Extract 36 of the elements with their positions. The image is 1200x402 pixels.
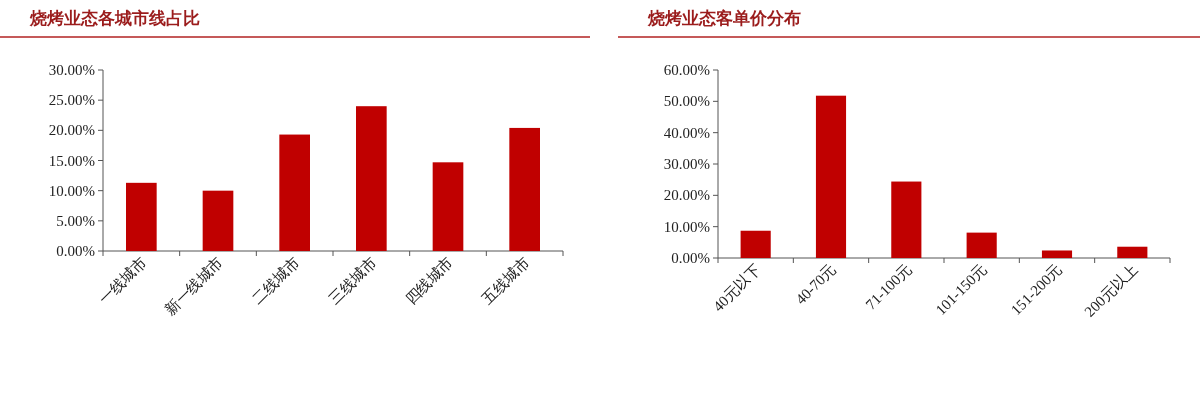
bar: [891, 181, 922, 258]
x-tick-label: 三线城市: [325, 253, 380, 308]
bar: [815, 95, 847, 258]
y-tick-label: 10.00%: [48, 182, 95, 199]
y-tick-label: 30.00%: [48, 62, 95, 78]
y-tick-label: 60.00%: [663, 62, 710, 78]
x-tick-label: 五线城市: [479, 253, 533, 308]
y-tick-label: 20.00%: [663, 187, 710, 204]
x-tick-label: 四线城市: [402, 253, 457, 308]
chart-title: 烧烤业态各城市线占比: [29, 9, 200, 28]
bar: [966, 232, 997, 258]
bar: [509, 127, 540, 251]
x-tick-label: 40元以下: [710, 260, 764, 315]
bar: [356, 106, 387, 251]
x-tick-label: 新一线城市: [161, 253, 227, 319]
chart-title: 烧烤业态客单价分布: [647, 9, 801, 28]
y-tick-label: 5.00%: [56, 212, 95, 229]
y-tick-label: 50.00%: [663, 93, 710, 110]
y-tick-label: 0.00%: [671, 250, 710, 266]
y-tick-label: 40.00%: [663, 124, 710, 141]
y-tick-label: 20.00%: [48, 122, 95, 139]
x-tick-label: 一线城市: [95, 253, 150, 308]
bar: [740, 230, 771, 258]
y-tick-label: 10.00%: [663, 218, 710, 235]
x-tick-label: 二线城市: [249, 253, 303, 308]
y-tick-label: 30.00%: [663, 156, 710, 172]
bar: [1117, 246, 1148, 258]
bar: [1041, 250, 1073, 258]
bar: [432, 162, 464, 251]
y-tick-label: 15.00%: [48, 152, 95, 169]
bar: [126, 182, 157, 251]
y-tick-label: 0.00%: [56, 243, 95, 259]
bar: [279, 134, 310, 251]
x-tick-label: 200元以上: [1081, 260, 1141, 320]
bar: [202, 190, 234, 251]
y-tick-label: 25.00%: [48, 92, 95, 109]
